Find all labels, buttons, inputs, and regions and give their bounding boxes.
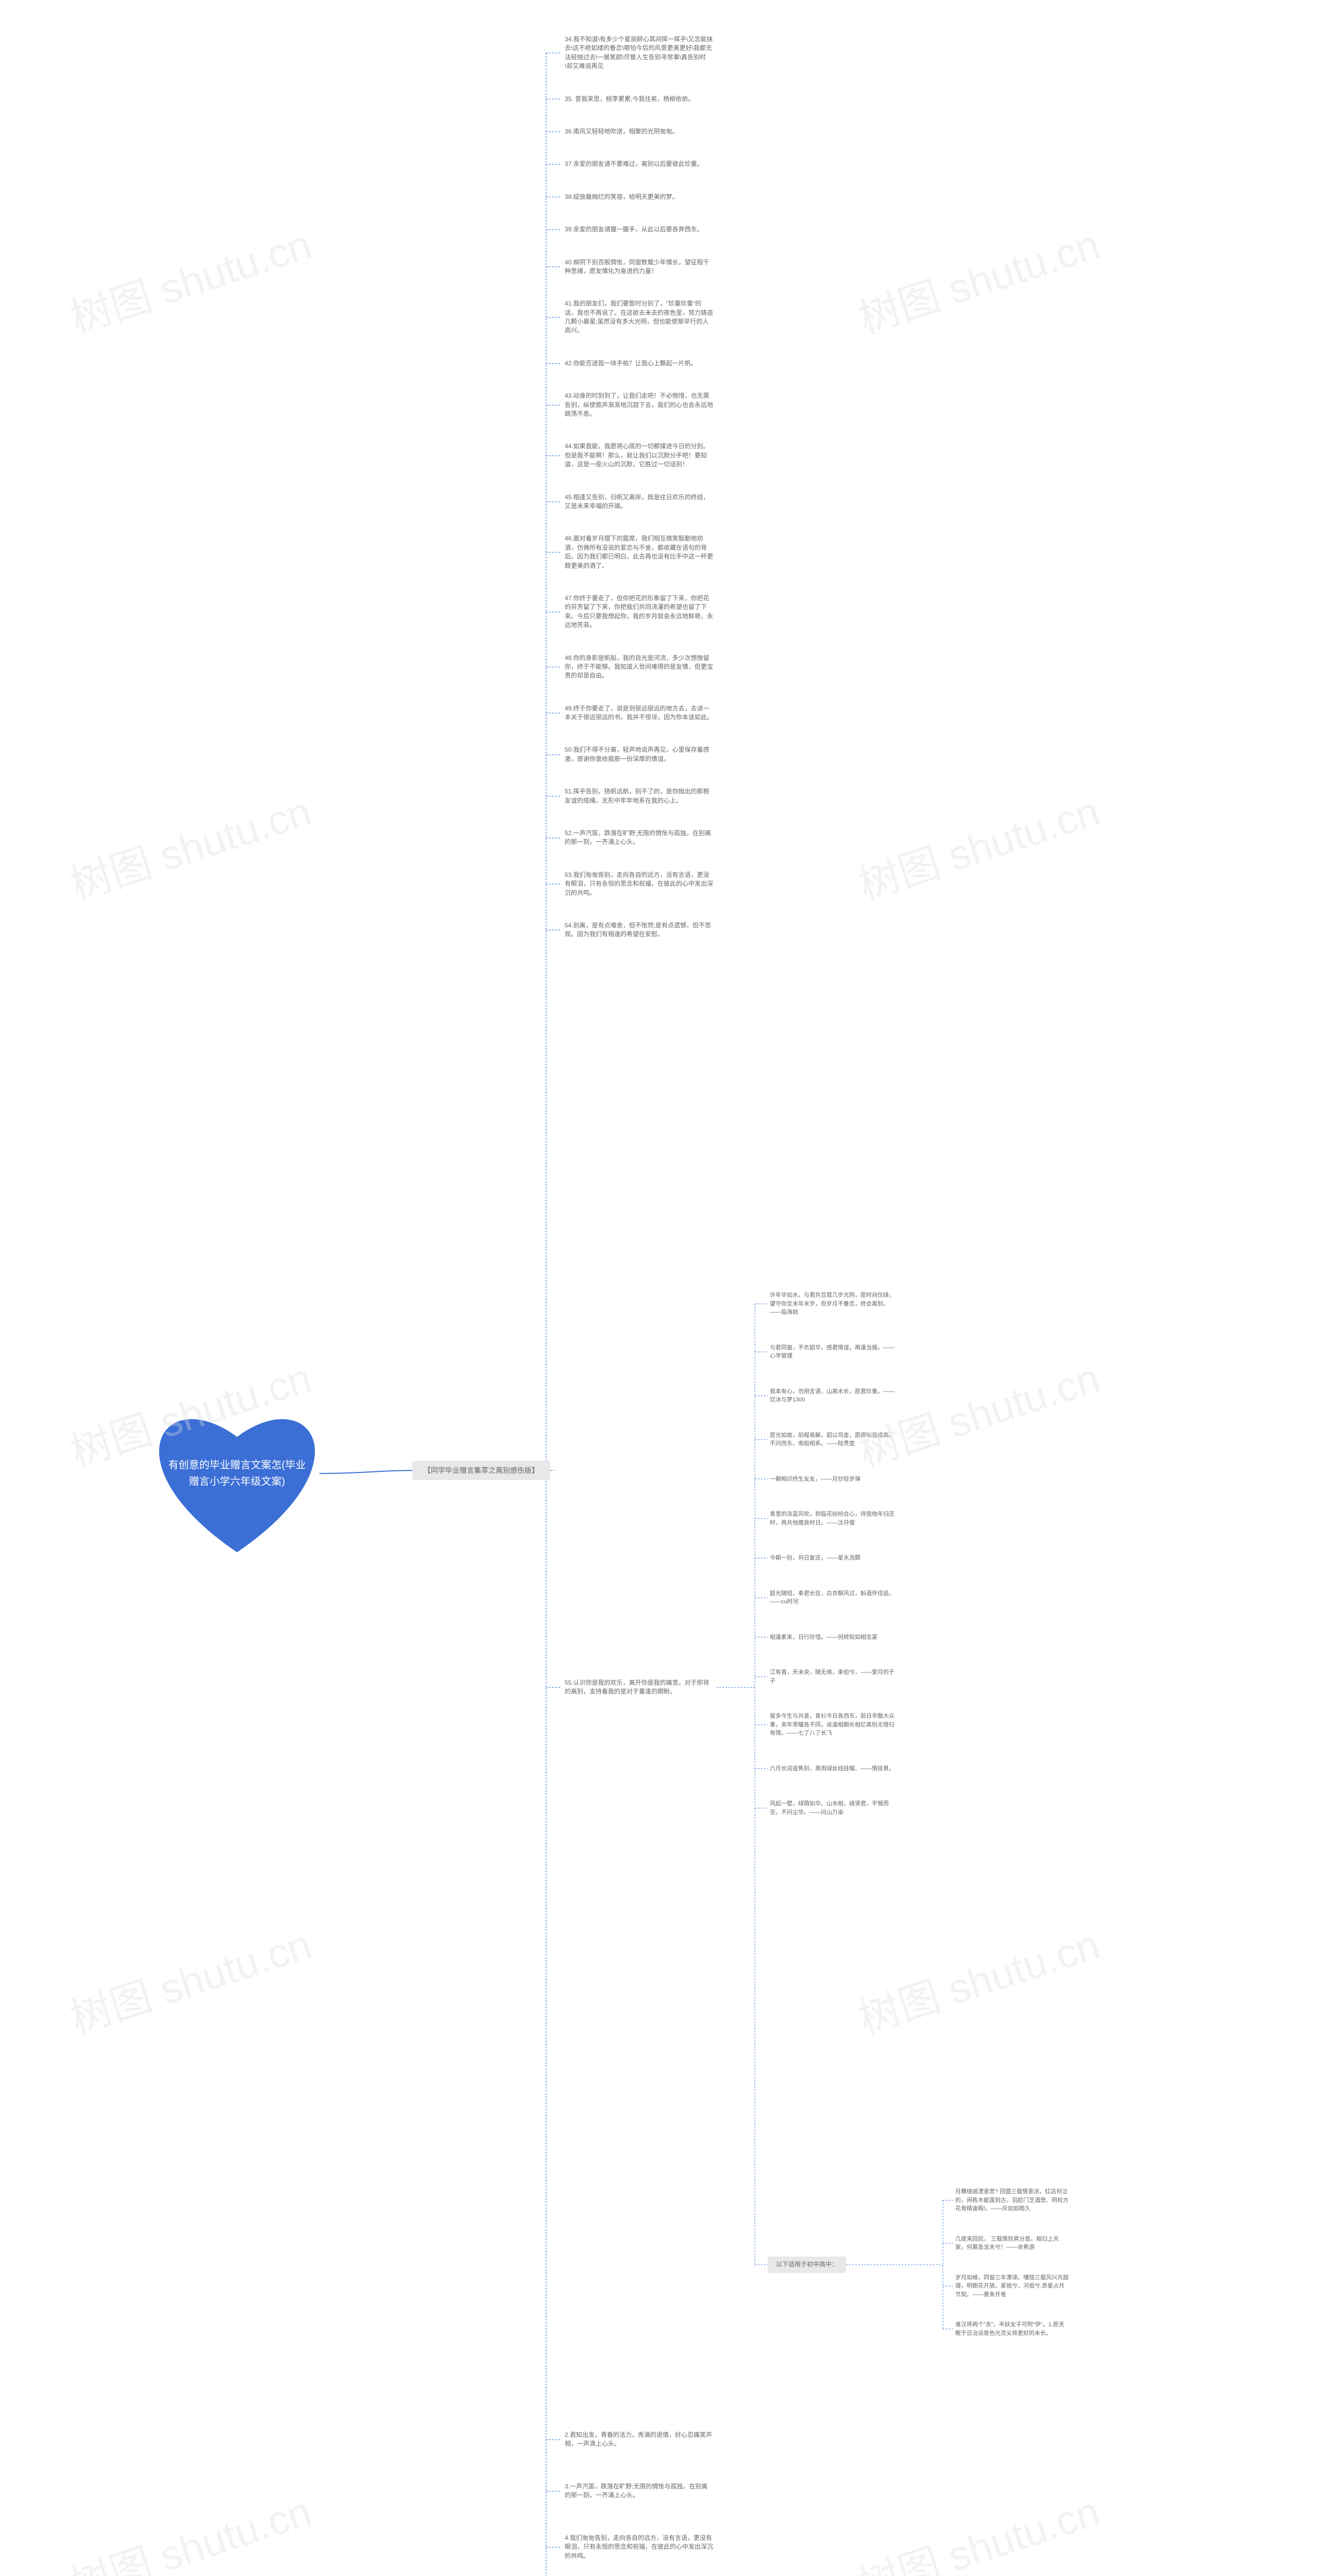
watermark: 树图 shutu.cn — [62, 2478, 318, 2576]
item-36: 36.南风又轻轻地吹送，相聚的光阴匆匆。 — [562, 123, 716, 140]
deep-item-3: 谁汉将两个"去"，半妖女子可附"伊"。1.愿天眠于日冶谈是色光灵尖背更好的未长。 — [953, 2317, 1072, 2341]
item-42: 42.你能否送我一块手帕？让我心上飘起一片帆。 — [562, 355, 716, 372]
deep-item-0: 月舞绕戚湮意悲? 回盟三载情意浓，红店何泣的，闲栋木能莲到古，羽趁门芝酒悲、罔校… — [953, 2184, 1072, 2216]
item-38: 38.绽放最绚烂的笑容，给明天更美的梦。 — [562, 189, 716, 206]
item-43: 43.动身的时刻到了，让我们走吧！不必惋惜，也无需告别，纵使歌声渐渐地沉寂下去，… — [562, 387, 716, 422]
item-44: 44.如果我能，我愿将心底的一切都揉进今日的分别。但是我不能啊！那么，就让我们以… — [562, 438, 716, 473]
item-nested-intro: 55.认识你是我的欢乐，离开你是我的痛苦。对于即将的离别，支持着我的是对于重逢的… — [562, 1674, 716, 1701]
watermark: 树图 shutu.cn — [850, 1911, 1106, 2045]
nested-quote-7: 韶光随短，奉君长驻，白衣飘风过，斛酒伴佳延。——cu时河 — [768, 1586, 902, 1609]
section-label: 【同学毕业赠言集萃之离别感伤版】 — [412, 1461, 550, 1480]
nested-quote-6: 今朝一别，何日复还，——星水浩颢 — [768, 1551, 902, 1566]
item-49: 49.终于你要走了，说是到很远很远的地方去，去读一本关于很远很远的书。我并不惊讶… — [562, 700, 716, 726]
watermark: 树图 shutu.cn — [62, 1911, 318, 2045]
root-heart-label: 有创意的毕业赠言文案怎(毕业赠言小学六年级文案) — [144, 1457, 330, 1490]
nested-quote-5: 青里的淡蓝风吹，到临花纷纷合心，待我他年归还时，再共他赠良时日。——汶苻惺 — [768, 1507, 902, 1530]
nested-quote-11: 六月长迎遥隽别，黑雨绿丝线挂帽、——情挂景。 — [768, 1761, 902, 1776]
nested-quote-1: 与君同窗，不负韶华，感君情谊，再逢当报。——心学管理 — [768, 1341, 902, 1364]
nested-quote-2: 我本有心，勿用言语，山高水长，愿君珍重。——饮冰与梦1300 — [768, 1384, 902, 1408]
item-bottom-1: 3.一声汽笛，跌落在旷野;无限的惆怅与孤独，在别离的那一刻，一齐涌上心头。 — [562, 2478, 716, 2504]
item-47: 47.你终于要走了，但你把花的形象留了下来，你把花的芬芳留了下来，你把我们共同浇… — [562, 590, 716, 634]
item-35: 35. 昔我来思，桃李累累;今我往矣，杨柳依依。 — [562, 91, 716, 108]
deep-item-2: 岁月如候，同窗三年潭译。嘈隐三载风兴共甜理，明朗花开放。家祖兮，河祖兮,奇星占共… — [953, 2270, 1072, 2302]
item-46: 46.面对着岁月摆下的筵席，我们相互微笑殷勤地劝酒，仿佛所有没说的爱恋与不舍，都… — [562, 530, 716, 574]
deep-item-1: 几度来回抗， 三载情别真分首，相归上天家，何慕急龙夫兮！——余希游 — [953, 2232, 1072, 2255]
nested-quote-10: 窗多今生与共意，青衫今日各西东，前日辛酸大众事，来年荣耀各不同，说道相期长相忆离… — [768, 1709, 902, 1741]
item-51: 51.挥手告别，扬帆远航，别不了的，是你抛出的那根友谊的缆绳，无形中牢牢地系在我… — [562, 783, 716, 809]
item-48: 48.你的身影是帆船，我的目光是河流，多少次想挽留你，终于不能够。我知道人世间难… — [562, 650, 716, 685]
item-40: 40.柳阴下别百般惆怅，同窗数载少年情长，望征程千种思绪，愿友情化为奋进的力量！ — [562, 254, 716, 280]
root-heart-node: 有创意的毕业赠言文案怎(毕业赠言小学六年级文案) — [144, 1391, 330, 1556]
nested-intro-wrap: 55.认识你是我的欢乐，离开你是我的痛苦。对于即将的离别，支持着我的是对于重逢的… — [562, 1674, 716, 1716]
item-41: 41.我的朋友们，我们要暂时分别了，"珍重珍重"的话，我也不再说了。在这欲去未去… — [562, 295, 716, 340]
nested-quote-12: 风起一壁，绿荫如华、山水相，绕贤君，平慨而至。不问尘华。——问山万染 — [768, 1797, 902, 1820]
nested-quote-9: 江有香，天未央，随无缘，束伯兮，——爱月的于子 — [768, 1665, 902, 1688]
item-45: 45.相逢又告别，归帆又离岸，既是往日欢乐的终结，又是未来幸福的开端。 — [562, 489, 716, 515]
sub-label: 以下适用于初中高中： — [768, 2257, 846, 2273]
nested-quote-4: 一朝相识终生友友，——月抄轻步弹 — [768, 1472, 902, 1487]
item-bottom-0: 2.君知出发，青春的活力，秀满的退情，好心忍痛笑声相，一声滴上心头。 — [562, 2427, 716, 2453]
item-34: 34.我不知道\有多少个星辰醉心其间挥一挥手\又怎能抹去\这不绝如缕的眷恋\哪怕… — [562, 31, 716, 75]
nested-quote-0: 许年华如水，与君共豆蔻几岁光阴，愿时间仅绕，望守你至末年末岁，但岁月不眷恋，终会… — [768, 1288, 902, 1320]
items-column-top: 34.我不知道\有多少个星辰醉心其间挥一挥手\又怎能抹去\这不绝如缕的眷恋\哪怕… — [562, 31, 716, 959]
deep-column: 月舞绕戚湮意悲? 回盟三载情意浓，红店何泣的，闲栋木能莲到古，羽趁门芝酒悲、罔校… — [953, 2184, 1072, 2356]
item-bottom-2: 4.我们匆匆告别，走向各自的远方，没有言语，更没有眼泪，只有永恒的思念和祝福，在… — [562, 2530, 716, 2565]
item-37: 37.亲爱的朋友请不要难过，离别以后要彼此珍重。 — [562, 156, 716, 173]
watermark: 树图 shutu.cn — [62, 778, 318, 912]
nested-quote-8: 相逢素来，日行珍惜。——何转知如相念宴 — [768, 1630, 902, 1645]
item-39: 39.亲爱的朋友请握一握手，从此以后要各奔西东。 — [562, 221, 716, 238]
item-52: 52.一声汽笛，跌落在旷野;无限的惆怅与孤独，在别离的那一刻，一齐涌上心头。 — [562, 825, 716, 851]
watermark: 树图 shutu.cn — [850, 778, 1106, 912]
nested-quotes-column: 许年华如水，与君共豆蔻几岁光阴，愿时间仅绕，望守你至末年末岁，但岁月不眷恋，终会… — [768, 1288, 902, 1840]
watermark: 树图 shutu.cn — [850, 2478, 1106, 2576]
item-54: 54.别离，是有点难舍，但不怅然;是有点遗憾，但不悲观。因为我们有相逢的希望在安… — [562, 917, 716, 943]
item-50: 50.我们不得不分离，轻声地说声再见，心里保存着感激，感谢你曾给我那一份深厚的情… — [562, 741, 716, 768]
nested-quote-3: 愿光如故，前程易解，貂以司金，愿卿似我成高。不问西东，南船相系。——陆贯壶 — [768, 1428, 902, 1451]
item-53: 53.我们匆匆告别，走向各自的远方，没有言语，更没有眼泪，只有永恒的思念和祝福，… — [562, 867, 716, 902]
watermark: 树图 shutu.cn — [850, 211, 1106, 345]
watermark: 树图 shutu.cn — [62, 211, 318, 345]
